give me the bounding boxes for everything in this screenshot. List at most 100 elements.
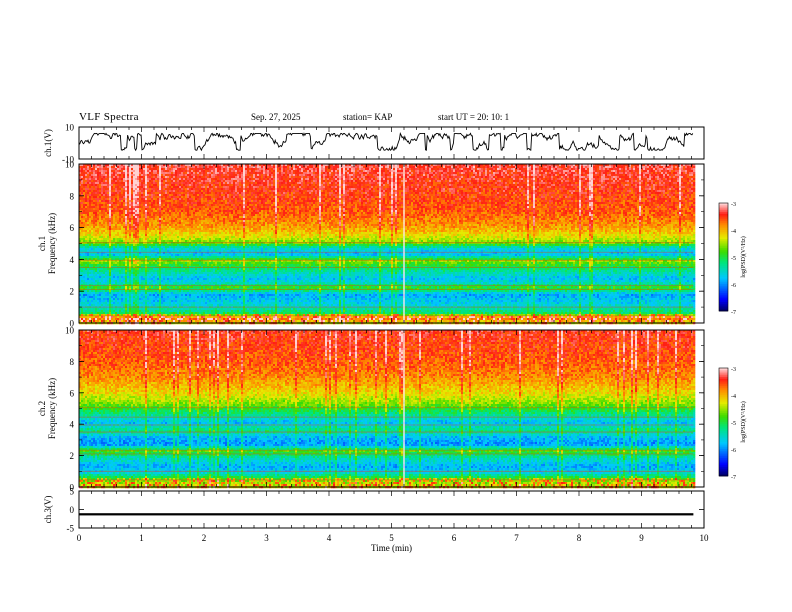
spectrogram-cell <box>545 166 547 168</box>
spectrogram-cell <box>543 166 545 168</box>
spectrogram-cell <box>429 168 431 170</box>
spectrogram-cell <box>209 166 211 168</box>
spectrogram-cell <box>609 168 611 170</box>
spectrogram-cell <box>461 168 463 170</box>
spectrogram-cell <box>163 168 165 170</box>
spectrogram-cell <box>263 168 265 170</box>
spectrogram-cell <box>95 170 97 172</box>
spectrogram-cell <box>169 166 171 168</box>
spectrogram-cell <box>293 166 295 168</box>
spectrogram-cell <box>603 168 605 170</box>
spectrogram-cell <box>399 166 401 168</box>
spectrogram-cell <box>267 166 269 168</box>
spectrogram-cell <box>219 168 221 170</box>
spectrogram-cell <box>285 166 287 168</box>
spectrogram-cell <box>87 168 89 170</box>
spectrogram-cell <box>567 168 569 170</box>
spectrogram-cell <box>637 168 639 170</box>
spectrogram-cell <box>501 168 503 170</box>
spectrogram-cell <box>575 166 577 168</box>
spectrogram-cell <box>193 166 195 168</box>
spectrogram-cell <box>115 168 117 170</box>
spectrogram-cell <box>669 168 671 170</box>
spectrogram-cell <box>247 166 249 168</box>
spectrogram-cell <box>121 170 123 172</box>
spectrogram-cell <box>211 168 213 170</box>
spectrogram-cell <box>201 168 203 170</box>
spectrogram-cell <box>509 168 511 170</box>
spectrogram-cell <box>421 168 423 170</box>
spectrogram-cell <box>681 166 683 168</box>
spectrogram-cell <box>547 168 549 170</box>
spectrogram-cell <box>349 166 351 168</box>
spectrogram-cell <box>319 166 321 168</box>
spectrogram-cell <box>455 166 457 168</box>
spectrogram-cell <box>561 168 563 170</box>
spectrogram-cell <box>583 166 585 168</box>
spectrogram-cell <box>619 166 621 168</box>
spectrogram-cell <box>683 166 685 168</box>
spectrogram-cell <box>137 166 139 168</box>
spectrogram-cell <box>659 168 661 170</box>
spectrogram-cell <box>307 166 309 168</box>
spectrogram-cell <box>541 168 543 170</box>
spectrogram-cell <box>673 166 675 168</box>
spectrogram-cell <box>317 166 319 168</box>
spectrogram-cell <box>107 168 109 170</box>
spectrogram-cell <box>679 168 681 170</box>
spectrogram-cell <box>425 168 427 170</box>
spectrogram-cell <box>113 166 115 168</box>
spectrogram-cell <box>635 168 637 170</box>
spectrogram-cell <box>607 166 609 168</box>
spectrogram-cell <box>533 166 535 168</box>
ch1-spectrogram-panel <box>79 164 695 324</box>
spectrogram-cell <box>95 168 97 170</box>
spectrogram-cell <box>409 168 411 170</box>
spectrogram-cell <box>675 166 677 168</box>
spectrogram-cell <box>307 168 309 170</box>
spectrogram-cell <box>371 166 373 168</box>
spectrogram-cell <box>85 166 87 168</box>
spectrogram-cell <box>339 166 341 168</box>
spectrogram-cell <box>269 168 271 170</box>
spectrogram-cell <box>495 166 497 168</box>
spectrogram-cell <box>129 170 131 172</box>
spectrogram-cell <box>185 168 187 170</box>
spectrogram-cell <box>683 168 685 170</box>
spectrogram-cell <box>347 166 349 168</box>
spectrogram-cell <box>257 166 259 168</box>
spectrogram-cell <box>195 166 197 168</box>
spectrogram-cell <box>337 166 339 168</box>
spectrogram-cell <box>161 166 163 168</box>
spectrogram-cell <box>415 168 417 170</box>
spectrogram-cell <box>665 168 667 170</box>
spectrogram-cell <box>417 166 419 168</box>
spectrogram-cell <box>299 166 301 168</box>
spectrogram-cell <box>333 168 335 170</box>
spectrogram-cell <box>411 168 413 170</box>
spectrogram-cell <box>97 168 99 170</box>
spectrogram-cell <box>133 170 135 172</box>
spectrogram-cell <box>217 166 219 168</box>
spectrogram-cell <box>85 170 87 172</box>
spectrogram-cell <box>171 166 173 168</box>
spectrogram-cell <box>359 166 361 168</box>
spectrogram-cell <box>677 168 679 170</box>
spectrogram-cell <box>633 166 635 168</box>
spectrogram-cell <box>475 166 477 168</box>
spectrogram-cell <box>481 168 483 170</box>
spectrogram-cell <box>537 166 539 168</box>
spectrogram-cell <box>655 166 657 168</box>
spectrogram-cell <box>105 168 107 170</box>
spectrogram-cell <box>661 166 663 168</box>
spectrogram-cell <box>275 168 277 170</box>
spectrogram-cell <box>247 168 249 170</box>
spectrogram-cell <box>493 166 495 168</box>
spectrogram-cell <box>223 168 225 170</box>
spectrogram-cell <box>99 170 101 172</box>
spectrogram-cell <box>657 166 659 168</box>
spectrogram-cell <box>119 170 121 172</box>
spectrogram-cell <box>151 166 153 168</box>
spectrogram-cell <box>83 166 85 168</box>
spectrogram-cell <box>459 166 461 168</box>
